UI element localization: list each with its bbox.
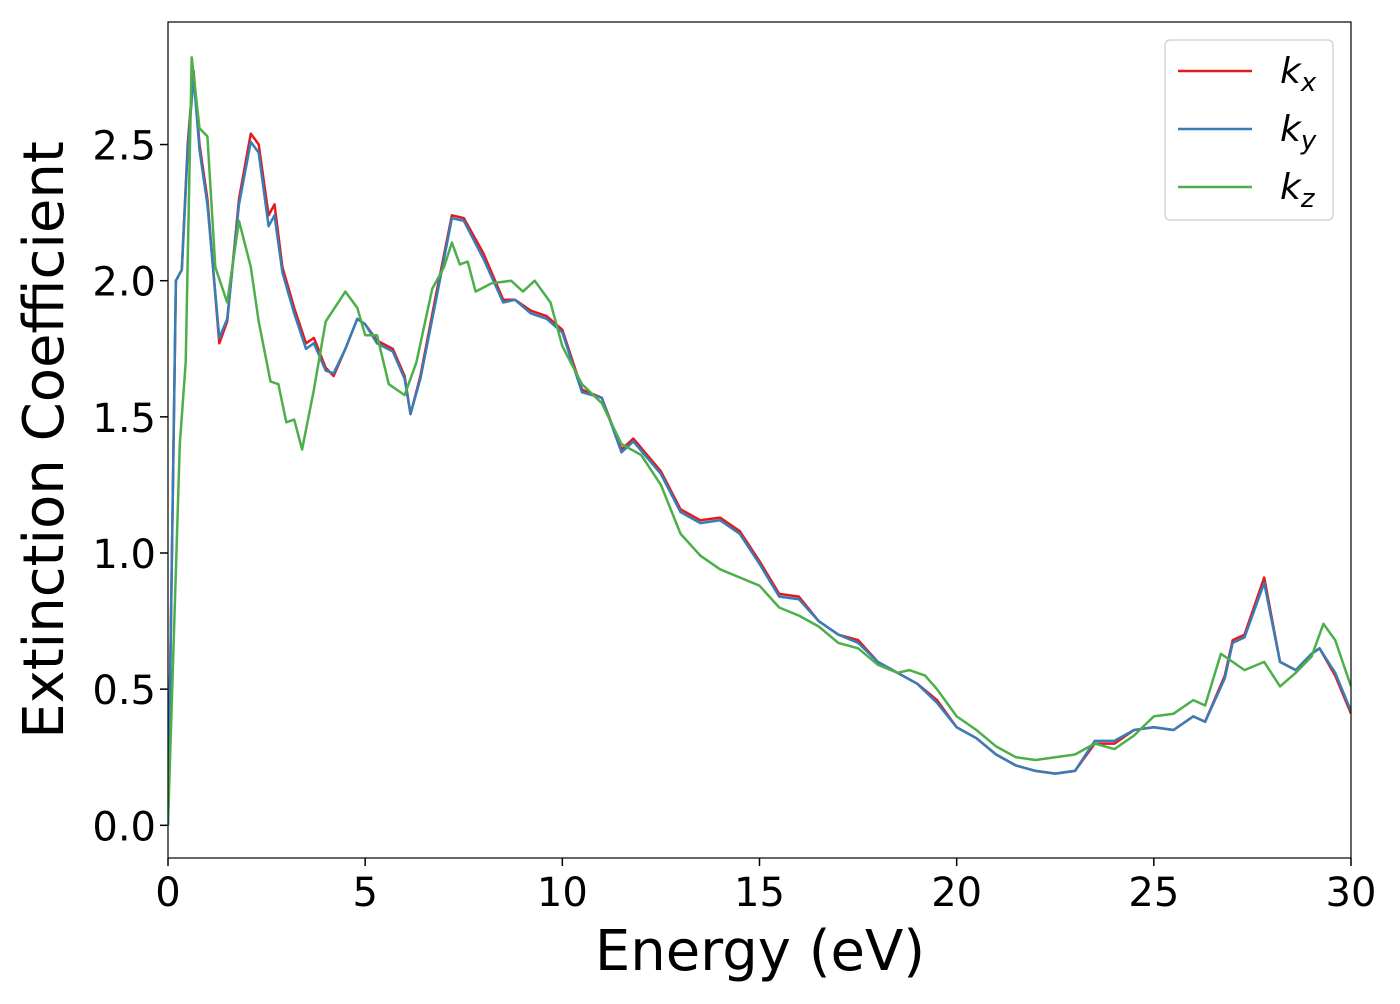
y-tick-label: 0.0 bbox=[92, 804, 156, 850]
x-tick-label: 5 bbox=[352, 870, 377, 916]
x-tick-label: 10 bbox=[537, 870, 588, 916]
plot-frame bbox=[167, 21, 1352, 859]
y-tick-label: 1.0 bbox=[92, 532, 156, 578]
legend-label: ky bbox=[1280, 109, 1317, 156]
line-series bbox=[168, 56, 1351, 826]
x-tick-label: 15 bbox=[734, 870, 785, 916]
y-axis-label: Extinction Coefficient bbox=[12, 141, 77, 739]
legend-label: kz bbox=[1280, 167, 1316, 214]
x-tick-label: 0 bbox=[155, 870, 180, 916]
legend: kx ky kz bbox=[1164, 39, 1334, 221]
legend-label: kx bbox=[1280, 51, 1317, 98]
y-tick-label: 0.5 bbox=[92, 668, 156, 714]
x-tick-label: 20 bbox=[931, 870, 982, 916]
x-tick-label: 25 bbox=[1128, 870, 1179, 916]
y-tick-label: 2.5 bbox=[92, 124, 156, 170]
x-axis-label: Energy (eV) bbox=[595, 919, 925, 984]
y-tick-label: 2.0 bbox=[92, 260, 156, 306]
y-tick-label: 1.5 bbox=[92, 396, 156, 442]
x-tick-label: 30 bbox=[1326, 870, 1377, 916]
